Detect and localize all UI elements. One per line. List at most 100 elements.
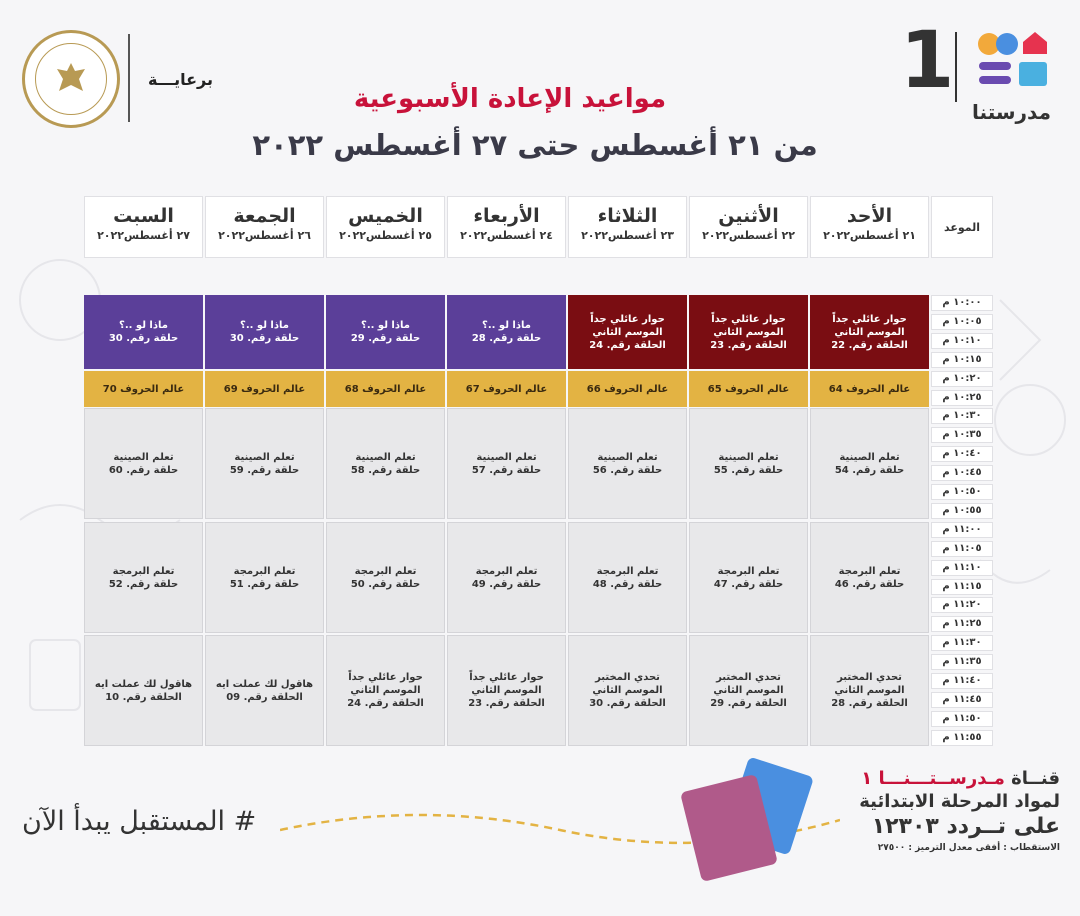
episode-number: حلقة رقم. 54 [834, 464, 905, 476]
program-cell: هاقول لك عملت ايه الحلقة رقم. 10 [84, 635, 203, 746]
program-cell: تحدي المختبر الموسم الثاني الحلقة رقم. 28 [810, 635, 929, 746]
program-title: تعلم البرمجة [233, 565, 296, 577]
program-cell: حوار عائلي جداً الموسم الثاني الحلقة رقم.… [689, 295, 808, 369]
day-date: ٢١ أغسطس٢٠٢٢ [823, 229, 916, 242]
program-cell: تعلم الصينية حلقة رقم. 57 [447, 408, 566, 519]
time-slot: ١٠:٥٠ م [931, 484, 993, 500]
time-slot: ١٠:٠٥ م [931, 314, 993, 330]
hashtag-slogan: # المستقبل يبدأ الآن [22, 806, 257, 837]
episode-number: حلقة رقم. 30 [108, 333, 179, 344]
program-title: حوار عائلي جداً الموسم الثاني [348, 672, 423, 696]
day-header: الجمعة ٢٦ أغسطس٢٠٢٢ [205, 196, 324, 258]
program-title: تحدي المختبر الموسم الثاني [713, 672, 784, 696]
madrasatna-logo-icon [978, 32, 1047, 86]
program-title: تعلم الصينية [234, 451, 295, 463]
time-slot: ١١:٣٠ م [931, 635, 993, 651]
program-cell: تعلم البرمجة حلقة رقم. 50 [326, 522, 445, 633]
program-cell: تعلم البرمجة حلقة رقم. 51 [205, 522, 324, 633]
channel-info: قنــاة مـدرســتـــنـــا ١ لمواد المرحلة … [840, 768, 1060, 853]
program-title: عالم الحروف 70 [102, 383, 185, 395]
program-cell: عالم الحروف 65 [689, 371, 808, 407]
episode-number: الحلقة رقم. 24 [347, 698, 424, 709]
program-cell: هاقول لك عملت ايه الحلقة رقم. 09 [205, 635, 324, 746]
program-cell: عالم الحروف 68 [326, 371, 445, 407]
episode-number: حلقة رقم. 59 [229, 464, 300, 476]
program-title: تعلم البرمجة [596, 565, 659, 577]
sponsor-label: برعايـــة [148, 70, 214, 89]
episode-number: حلقة رقم. 48 [592, 578, 663, 590]
day-date: ٢٤ أغسطس٢٠٢٢ [460, 229, 553, 242]
time-column-header: الموعد [931, 196, 993, 258]
episode-number: حلقة رقم. 29 [350, 333, 421, 344]
program-cell: حوار عائلي جداً الموسم الثاني الحلقة رقم.… [326, 635, 445, 746]
program-title: تعلم الصينية [718, 451, 779, 463]
time-slot: ١٠:٣٠ م [931, 408, 993, 424]
episode-number: الحلقة رقم. 23 [468, 698, 545, 709]
time-slot: ١٠:٠٠ م [931, 295, 993, 311]
program-cell: حوار عائلي جداً الموسم الثاني الحلقة رقم.… [568, 295, 687, 369]
program-title: حوار عائلي جداً الموسم الثاني [469, 672, 544, 696]
episode-number: حلقة رقم. 49 [471, 578, 542, 590]
episode-number: حلقة رقم. 50 [350, 578, 421, 590]
day-date: ٢٦ أغسطس٢٠٢٢ [218, 229, 311, 242]
day-header: الأربعاء ٢٤ أغسطس٢٠٢٢ [447, 196, 566, 258]
program-title: عالم الحروف 65 [707, 383, 790, 395]
program-title: تعلم البرمجة [717, 565, 780, 577]
header-divider [128, 34, 130, 122]
time-slot: ١١:٣٥ م [931, 654, 993, 670]
program-title: تعلم البرمجة [112, 565, 175, 577]
time-slot: ١١:٢٥ م [931, 616, 993, 632]
program-title: عالم الحروف 64 [828, 383, 911, 395]
time-slot: ١٠:٥٥ م [931, 503, 993, 519]
time-slot: ١١:١٠ م [931, 560, 993, 576]
episode-number: الحلقة رقم. 24 [589, 339, 666, 351]
program-cell: تحدي المختبر الموسم الثاني الحلقة رقم. 30 [568, 635, 687, 746]
program-cell: ماذا لو ..؟ حلقة رقم. 29 [326, 295, 445, 369]
episode-number: حلقة رقم. 57 [471, 464, 542, 476]
day-date: ٢٧ أغسطس٢٠٢٢ [97, 229, 190, 242]
day-name: الأربعاء [473, 205, 540, 227]
day-date: ٢٥ أغسطس٢٠٢٢ [339, 229, 432, 242]
day-header: الأحد ٢١ أغسطس٢٠٢٢ [810, 196, 929, 258]
time-slot: ١١:٥٠ م [931, 711, 993, 727]
ministry-seal [22, 30, 120, 128]
program-title: حوار عائلي جداً الموسم الثاني [832, 313, 907, 338]
polarization-line: الاستقطاب : أفقى معدل الترميز : ٢٧٥٠٠ [877, 843, 1060, 853]
eagle-emblem-icon [35, 43, 107, 115]
episode-number: حلقة رقم. 60 [108, 464, 179, 476]
day-name: الخميس [348, 205, 423, 227]
episode-number: حلقة رقم. 56 [592, 464, 663, 476]
day-header: الأثنين ٢٢ أغسطس٢٠٢٢ [689, 196, 808, 258]
program-title: ماذا لو ..؟ [361, 320, 410, 331]
time-slot: ١١:٤٠ م [931, 673, 993, 689]
day-name: الثلاثاء [597, 205, 658, 227]
program-cell: تعلم الصينية حلقة رقم. 58 [326, 408, 445, 519]
day-date: ٢٢ أغسطس٢٠٢٢ [702, 229, 795, 242]
program-title: تعلم الصينية [355, 451, 416, 463]
program-title: تعلم الصينية [839, 451, 900, 463]
program-title: عالم الحروف 66 [586, 383, 669, 395]
day-header: السبت ٢٧ أغسطس٢٠٢٢ [84, 196, 203, 258]
episode-number: حلقة رقم. 28 [471, 333, 542, 344]
program-cell: تعلم الصينية حلقة رقم. 60 [84, 408, 203, 519]
day-date: ٢٣ أغسطس٢٠٢٢ [581, 229, 674, 242]
logo-text: مدرستنا [972, 100, 1051, 124]
program-cell: تعلم البرمجة حلقة رقم. 47 [689, 522, 808, 633]
program-title: تعلم الصينية [476, 451, 537, 463]
episode-number: حلقة رقم. 47 [713, 578, 784, 590]
day-name: الأحد [846, 205, 893, 227]
day-name: السبت [113, 205, 174, 227]
day-name: الأثنين [718, 205, 779, 227]
program-cell: ماذا لو ..؟ حلقة رقم. 30 [205, 295, 324, 369]
time-slot: ١١:٠٠ م [931, 522, 993, 538]
program-title: تعلم الصينية [113, 451, 174, 463]
program-cell: ماذا لو ..؟ حلقة رقم. 30 [84, 295, 203, 369]
program-title: تعلم البرمجة [838, 565, 901, 577]
program-cell: ماذا لو ..؟ حلقة رقم. 28 [447, 295, 566, 369]
program-title: تحدي المختبر الموسم الثاني [834, 672, 905, 696]
episode-number: حلقة رقم. 46 [834, 578, 905, 590]
time-slot: ١١:٢٠ م [931, 597, 993, 613]
stage-line: لمواد المرحلة الابتدائية [859, 791, 1060, 812]
episode-number: الحلقة رقم. 29 [710, 698, 787, 709]
program-title: عالم الحروف 69 [223, 383, 306, 395]
